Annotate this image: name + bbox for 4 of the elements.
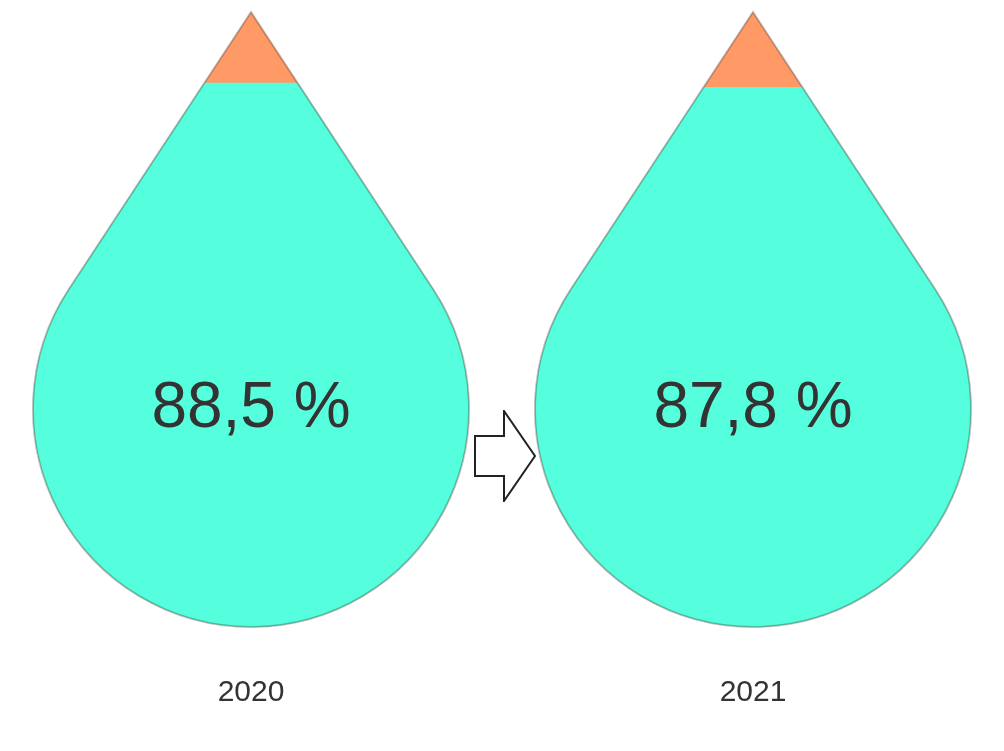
data-label: 88,5 %: [151, 368, 351, 441]
category-label: 2020: [217, 674, 285, 708]
category-label: 2021: [719, 674, 787, 708]
data-label: 87,8 %: [653, 368, 853, 441]
